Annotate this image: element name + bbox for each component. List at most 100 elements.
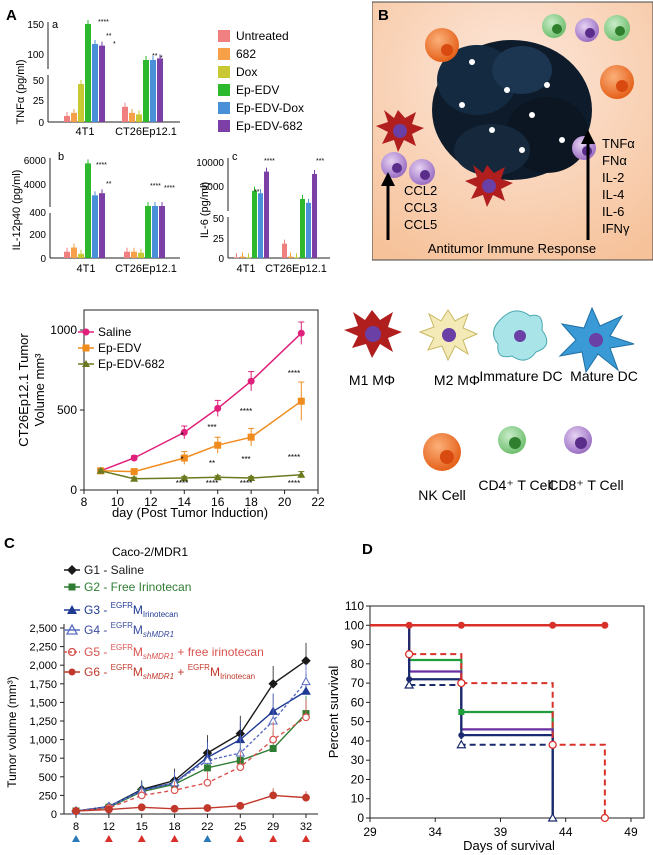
legend-marker-g5 [67,647,77,657]
c-point-g5-7 [302,713,310,722]
legend-g4-sup: EGFR [111,621,133,630]
sig-upper-21: **** [288,369,300,378]
legend-g6-sub2: Irinotecan [220,672,255,681]
right-cytokine-3: IL-4 [602,187,624,202]
legend-label-dox: Dox [236,65,257,79]
chart-a-bar-ep-edv-682-0 [99,45,105,122]
chart-a-ytick-0: 0 [38,118,44,129]
legend-g4-sub: shMDR1 [143,630,174,639]
d-ytick-7: 70 [351,676,365,690]
chart-a-sublabel: a [52,19,59,31]
line-a-point-ep-edv-4 [247,433,255,441]
line-a-point-ep-edv-682-0 [96,466,105,474]
c-point-g4-4 [202,755,213,764]
legend-label-ep-edv-dox: Ep-EDV-Dox [236,101,304,115]
chart-c-ytick-3: 5000 [202,182,225,193]
c-series-g5 [75,716,307,812]
chart-a-bar-682-0 [71,112,77,122]
chart-a-bar-ep-edv-1 [143,60,149,122]
right-cytokine-4: IL-6 [602,204,624,219]
legend-g5-suffix: + free irinotecan [174,645,264,659]
line-xlabel: day (Post Tumor Induction) [112,505,268,520]
legend-g5-main: M [133,645,143,659]
chart-c-ytick-0: 0 [218,254,224,265]
sig-mid-14: * [180,455,183,464]
chart-a-bar-ep-edv-0 [85,24,91,122]
legend-label-ep-edv: Ep-EDV [236,83,279,97]
c-ytick-3: 750 [39,753,57,765]
cell-label-immature-dc: Immature DC [479,368,562,384]
c-point-g4-7 [301,676,311,686]
chart-b-bar-untreated-0 [64,251,70,258]
legend-g6-sub: shMDR1 [143,672,174,681]
chart-a-star-1: ** [106,33,112,40]
chart-b-group-0: 4T1 [77,263,96,275]
chart-a-group-0: 4T1 [76,126,95,138]
panel-label-c: C [4,535,15,552]
d-marker-solid-1 [458,732,465,739]
c-point-g6-5 [236,801,245,810]
panel-c-legend: G1 - Saline G2 - Free Irinotecan G3 - EG… [64,563,264,681]
chart-a-ytick-4: 150 [27,20,44,31]
chart-c-bar-ep-edv-1 [300,198,305,258]
d-frame [369,605,645,819]
chart-b-bar-ep-edv-0 [85,163,91,258]
chart-b-bar-ep-edv-1 [145,206,151,258]
line-a-xtick-6: 20 [278,495,292,509]
chart-b-ytick-4: 6000 [24,156,47,167]
d-ytick-10: 100 [344,618,364,632]
cell-label-mature-dc: Mature DC [570,368,638,384]
c-point-g5-4 [203,778,212,787]
legend-marker-g1 [67,565,77,575]
dose-arrow-icon [72,835,80,842]
line-a-ytick-1: 500 [57,403,77,417]
line-ylabel-0: CT26Ep12.1 Tumor [16,333,31,447]
cell-label-m1: M1 MΦ [349,372,395,388]
line-a-point-ep-edv-682-5 [297,470,306,478]
chart-a-bar-dox-0 [78,84,84,122]
legend-marker-ep-edv-682 [82,360,90,367]
chart-a-ytick-1: 25 [33,96,45,107]
line-a-point-saline-2 [180,428,188,436]
d-marker-open-triangle-0 [404,679,415,689]
c-point-g6-0 [72,807,80,815]
chart-a-bar-untreated-1 [122,106,128,122]
c-xtick-1: 12 [103,821,115,833]
chart-b-bar-682-0 [71,247,77,258]
dose-arrow-icon [302,835,310,842]
c-ytick-2: 500 [39,772,57,784]
line-a-point-ep-edv-5 [297,397,305,405]
legend-marker-g4 [65,623,79,635]
line-a-point-ep-edv-682-3 [213,473,222,481]
line-a-series-ep-edv-682 [100,470,302,480]
cell-label-nk: NK Cell [418,487,465,503]
chart-c-star-1: ** [254,189,260,196]
sig-upper-18: **** [240,407,252,416]
c-ytick-5: 1,250 [29,716,57,728]
right-cytokine-2: IL-2 [602,170,624,185]
panel-b-caption: Antitumor Immune Response [428,241,596,256]
d-ytick-5: 50 [351,715,365,729]
d-marker-open-circle-2 [548,740,557,749]
chart-a-ytick-2: 50 [33,76,45,87]
chart-a-tnf: a TNFα (pg/ml) 0 25 50 100 150 4T1 CT26E… [15,19,180,138]
chart-a-star-2: * [113,41,116,48]
chart-a-group-1: CT26Ep12.1 [115,126,177,138]
sig-upper-14: * [180,431,183,440]
line-a-point-ep-edv-3 [214,441,222,449]
c-point-g6-7 [302,793,310,802]
d-ytick-9: 90 [351,638,365,652]
legend-label-untreated: Untreated [236,29,289,43]
chart-c-bar-ep-edv-682-0 [264,171,269,258]
line-a-point-ep-edv-682-1 [130,474,139,482]
chart-b-sublabel: b [58,151,64,163]
chart-c-bar-682-0 [240,256,245,258]
legend-swatch-682 [218,48,230,60]
chart-b-ytick-0: 0 [40,254,46,265]
d-ytick-1: 10 [351,792,365,806]
c-ytick-9: 2,250 [29,642,57,654]
d-marker-open-triangle-2 [547,812,558,822]
cell-label-cd8: CD8⁺ T Cell [548,477,623,493]
nk-cell-icon [423,433,461,471]
legend-swatch-ep-edv-682 [218,120,230,132]
